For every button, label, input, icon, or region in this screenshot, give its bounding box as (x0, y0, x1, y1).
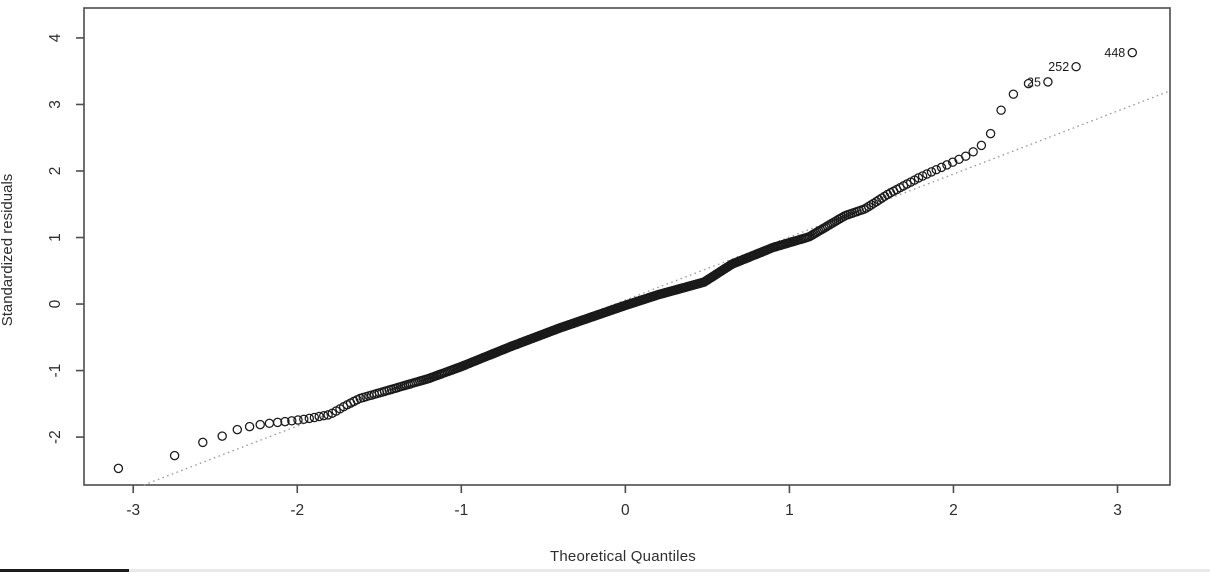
data-point (926, 167, 937, 177)
data-point (861, 203, 871, 213)
data-point (304, 413, 315, 424)
data-point (1043, 77, 1053, 87)
data-point (960, 151, 971, 161)
y-axis-title-text: Standardized residuals (0, 173, 16, 327)
x-axis-title: Theoretical Quantiles (0, 548, 1210, 565)
outlier-label: 25 (1027, 75, 1041, 89)
data-point (309, 412, 320, 423)
data-point (1023, 78, 1034, 89)
y-tick-label: 1 (47, 233, 64, 242)
data-point (936, 162, 947, 173)
x-tick-label: 3 (1113, 502, 1122, 519)
data-point (1127, 47, 1138, 58)
data-point (113, 463, 124, 474)
data-point (866, 200, 876, 210)
x-tick-label: -2 (290, 502, 304, 519)
data-point (244, 421, 255, 432)
data-point (299, 414, 309, 425)
data-point (947, 157, 958, 167)
plot-frame (83, 7, 1171, 486)
data-point (917, 171, 928, 181)
x-tick-label: 1 (785, 502, 794, 519)
y-tick-label: 4 (47, 33, 64, 42)
data-point (293, 415, 303, 425)
x-tick-label: -3 (126, 502, 140, 519)
data-point (968, 147, 978, 157)
video-progress-track[interactable] (0, 569, 1210, 572)
y-tick-label: -1 (47, 364, 64, 378)
data-point (931, 164, 942, 175)
data-point (287, 416, 297, 426)
data-point (280, 416, 290, 427)
y-tick-label: 2 (47, 167, 64, 176)
x-tick-label: 2 (949, 502, 958, 519)
y-tick-label: -2 (47, 430, 64, 444)
data-point (1071, 61, 1081, 72)
x-tick-label: 0 (621, 502, 630, 519)
x-axis-title-text: Theoretical Quantiles (550, 548, 696, 565)
outlier-label: 252 (1048, 60, 1069, 74)
y-tick-label: 3 (47, 100, 64, 109)
data-point (985, 128, 996, 139)
data-point (264, 418, 275, 429)
x-tick-label: -1 (454, 502, 468, 519)
outlier-label: 448 (1104, 46, 1125, 60)
data-point (976, 140, 987, 151)
data-point (217, 431, 227, 441)
data-point (922, 169, 932, 179)
data-point (859, 204, 869, 215)
y-axis-title: Standardized residuals (0, 174, 16, 327)
video-progress-played (0, 569, 129, 572)
data-point (1008, 89, 1019, 99)
qq-reference-line (143, 90, 1171, 486)
data-point (942, 160, 952, 170)
data-point (319, 410, 329, 421)
data-point (323, 410, 333, 420)
data-point (996, 105, 1006, 115)
data-point (272, 417, 283, 428)
data-point (198, 437, 208, 448)
y-tick-label: 0 (47, 299, 64, 308)
data-point (232, 424, 243, 435)
data-point (169, 450, 180, 461)
data-point (863, 201, 874, 212)
data-point (314, 411, 324, 422)
data-point (255, 419, 265, 430)
